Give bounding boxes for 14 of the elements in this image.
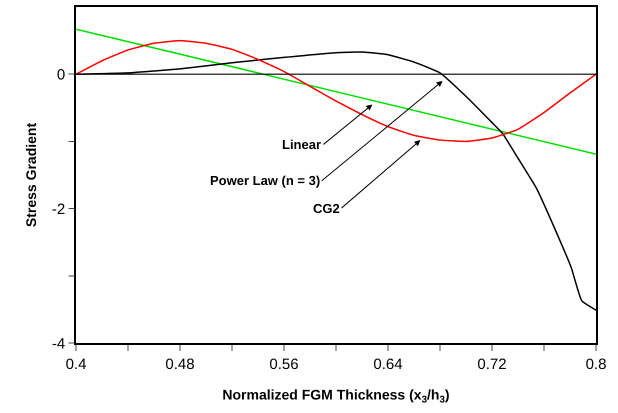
x-tick-label: 0.72 bbox=[477, 356, 507, 373]
x-tick-label: 0.64 bbox=[373, 356, 403, 373]
x-axis-title: Normalized FGM Thickness (x$_{3}$/h$_{3}$) bbox=[222, 386, 450, 406]
y-axis-title: Stress Gradient bbox=[23, 122, 40, 228]
annotation: Linear bbox=[282, 137, 322, 152]
y-tick-label: 0 bbox=[56, 66, 66, 84]
annotation: Power Law (n = 3) bbox=[210, 173, 320, 188]
y-tick-label: -2 bbox=[52, 200, 66, 218]
annotation: CG2 bbox=[313, 201, 340, 216]
x-tick-label: 0.48 bbox=[165, 356, 195, 373]
x-tick-label: 0.4 bbox=[66, 356, 86, 373]
x-tick-label: 0.8 bbox=[586, 356, 606, 373]
x-tick-label: 0.56 bbox=[269, 356, 299, 373]
y-tick-label: -4 bbox=[52, 335, 66, 352]
